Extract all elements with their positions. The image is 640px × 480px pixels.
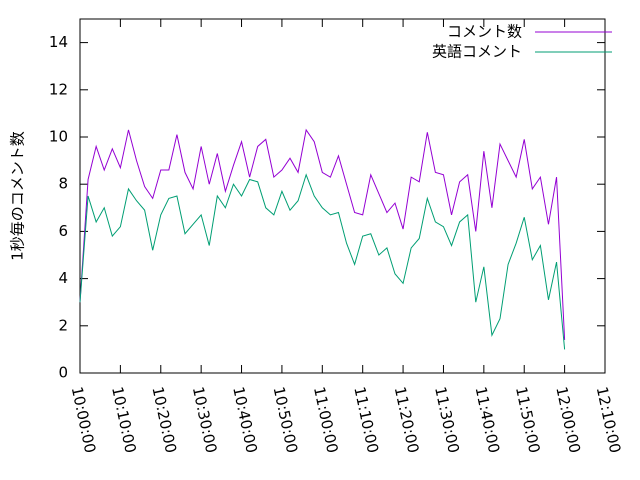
x-tick-label: 11:10:00 (350, 385, 382, 455)
x-tick-label: 11:40:00 (472, 385, 504, 455)
series-line (79, 128, 566, 340)
x-tick-label: 11:30:00 (431, 385, 463, 455)
y-tick-label: 8 (58, 175, 68, 193)
x-tick-label: 10:00:00 (68, 385, 100, 455)
x-tick-label: 10:20:00 (148, 385, 180, 455)
y-tick-label: 14 (49, 33, 68, 51)
y-tick-label: 2 (58, 316, 68, 334)
x-tick-label: 10:50:00 (270, 385, 302, 455)
x-tick-label: 10:10:00 (108, 385, 140, 455)
y-tick-label: 0 (58, 364, 68, 382)
x-tick-label: 11:00:00 (310, 385, 342, 455)
x-tick-label: 12:00:00 (552, 385, 584, 455)
series-line (79, 173, 566, 350)
x-tick-label: 11:50:00 (512, 385, 544, 455)
x-tick-label: 12:10:00 (593, 385, 625, 455)
y-tick-label: 4 (58, 269, 68, 287)
y-axis-label: 1秒毎のコメント数 (9, 131, 27, 261)
x-tick-label: 10:40:00 (229, 385, 261, 455)
y-tick-label: 12 (49, 80, 68, 98)
y-tick-label: 10 (49, 128, 68, 146)
legend-label: 英語コメント (432, 43, 522, 61)
y-tick-label: 6 (58, 222, 68, 240)
x-tick-label: 11:20:00 (391, 385, 423, 455)
x-tick-label: 10:30:00 (189, 385, 221, 455)
legend-label: コメント数 (447, 23, 522, 41)
plot-frame (79, 18, 606, 374)
